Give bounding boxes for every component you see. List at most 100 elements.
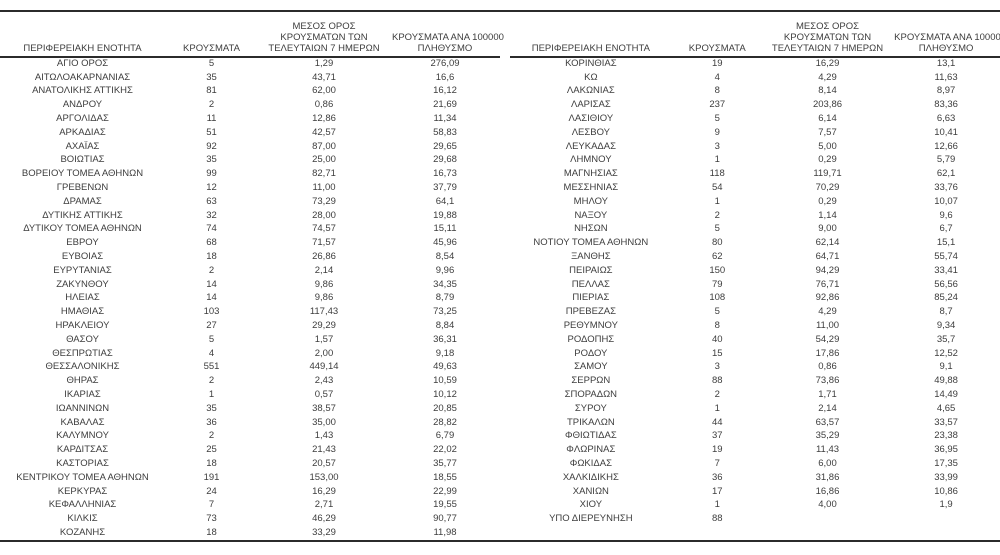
- region-name-cell: ΠΡΕΒΕΖΑΣ: [565, 306, 616, 318]
- column-header-label: ΠΕΡΙΦΕΡΕΙΑΚΗ ΕΝΟΤΗΤΑ: [23, 43, 142, 54]
- region-name-cell: ΑΝΔΡΟΥ: [62, 99, 103, 111]
- region-name-cell: ΚΑΛΥΜΝΟΥ: [56, 430, 109, 442]
- cases-cell: 1: [714, 195, 720, 207]
- right-table-header: ΠΕΡΙΦΕΡΕΙΑΚΗ ΕΝΟΤΗΤΑ ΚΡΟΥΣΜΑΤΑ ΜΕΣΟΣ ΟΡΟ…: [510, 12, 1000, 58]
- column-header-label: ΠΕΡΙΦΕΡΕΙΑΚΗ ΕΝΟΤΗΤΑ: [531, 43, 650, 54]
- avg-7days-cell: 74,57: [312, 223, 336, 235]
- region-name-cell: ΣΕΡΡΩΝ: [571, 375, 611, 387]
- avg-7days-cell: 1,29: [314, 58, 334, 70]
- column-header-label: ΜΕΣΟΣ ΟΡΟΣ: [795, 21, 859, 32]
- avg-7days-cell: 2,14: [818, 402, 837, 414]
- table-row: ΛΕΣΒΟΥ 9 7,57 10,41: [510, 126, 1000, 140]
- per-100k-cell: 16,12: [433, 85, 457, 97]
- region-name-cell: ΑΓΙΟ ΟΡΟΣ: [56, 58, 109, 70]
- table-row: ΥΠΟ ΔΙΕΡΕΥΝΗΣΗ 88: [510, 512, 1000, 526]
- region-name-cell: ΔΥΤΙΚΗΣ ΑΤΤΙΚΗΣ: [42, 209, 123, 221]
- avg-7days-cell: 449,14: [309, 361, 339, 373]
- region-name-cell: ΛΗΜΝΟΥ: [570, 154, 612, 166]
- per-100k-cell: 9,18: [435, 347, 455, 359]
- table-row: ΧΙΟΥ 1 4,00 1,9: [510, 499, 1000, 513]
- cases-cell: 4: [208, 347, 215, 359]
- cases-cell: 8: [714, 85, 720, 97]
- column-header-regional-unit: ΠΕΡΙΦΕΡΕΙΑΚΗ ΕΝΟΤΗΤΑ: [0, 12, 165, 58]
- table-row: ΡΟΔΟΠΗΣ 40 54,29 35,7: [510, 333, 1000, 347]
- cases-cell: 14: [206, 292, 217, 304]
- avg-7days-cell: 26,86: [312, 251, 336, 263]
- cases-cell: 37: [711, 430, 723, 442]
- cases-cell: 150: [709, 264, 726, 276]
- avg-7days-cell: 62,14: [815, 237, 840, 249]
- avg-7days-cell: 4,00: [818, 499, 837, 511]
- avg-7days-cell: 35,00: [312, 416, 336, 428]
- region-name-cell: ΚΕΦΑΛΛΗΝΙΑΣ: [48, 499, 117, 511]
- cases-cell: 80: [711, 237, 723, 249]
- cases-cell: 36: [711, 471, 723, 483]
- cases-cell: 79: [711, 278, 723, 290]
- per-100k-cell: 8,97: [936, 85, 956, 97]
- avg-7days-cell: 119,71: [813, 168, 842, 180]
- per-100k-cell: 276,09: [430, 58, 460, 70]
- table-row: ΖΑΚΥΝΘΟΥ 14 9,86 34,35: [0, 278, 500, 292]
- table-row: ΗΡΑΚΛΕΙΟΥ 27 29,29 8,84: [0, 319, 500, 333]
- cases-cell: 108: [709, 292, 726, 304]
- region-name-cell: ΠΙΕΡΙΑΣ: [572, 292, 610, 304]
- cases-cell: 7: [714, 458, 720, 469]
- region-name-cell: ΚΑΒΑΛΑΣ: [60, 416, 105, 428]
- avg-7days-cell: 16,29: [312, 485, 336, 497]
- region-name-cell: ΔΡΑΜΑΣ: [63, 195, 102, 207]
- column-header-label: ΠΛΗΘΥΣΜΟ: [417, 43, 473, 54]
- cases-cell: 2: [714, 389, 720, 401]
- avg-7days-cell: [763, 512, 892, 526]
- avg-7days-cell: 82,71: [312, 168, 336, 180]
- column-header-label: ΚΡΟΥΣΜΑΤΩΝ ΤΩΝ: [280, 32, 368, 43]
- table-row: ΛΑΡΙΣΑΣ 237 203,86 83,36: [510, 98, 1000, 112]
- table-row: ΠΙΕΡΙΑΣ 108 92,86 85,24: [510, 292, 1000, 306]
- region-name-cell: ΦΩΚΙΔΑΣ: [569, 458, 612, 469]
- per-100k-cell: 55,74: [934, 251, 958, 263]
- region-name-cell: ΖΑΚΥΝΘΟΥ: [56, 278, 109, 290]
- cases-cell: 2: [208, 264, 215, 276]
- column-header-cases: ΚΡΟΥΣΜΑΤΑ: [671, 12, 763, 58]
- region-name-cell: ΗΛΕΙΑΣ: [65, 292, 100, 304]
- cases-cell: 27: [206, 320, 217, 332]
- avg-7days-cell: 28,00: [312, 209, 336, 221]
- table-row: ΡΟΔΟΥ 15 17,86 12,52: [510, 347, 1000, 361]
- region-name-cell: ΚΑΣΤΟΡΙΑΣ: [56, 458, 109, 469]
- table-row: ΣΑΜΟΥ 3 0,86 9,1: [510, 361, 1000, 375]
- cases-cell: 2: [208, 99, 215, 111]
- table-row: ΑΝΔΡΟΥ 2 0,86 21,69: [0, 98, 500, 112]
- column-header-label: ΤΕΛΕΥΤΑΙΩΝ 7 ΗΜΕΡΩΝ: [268, 43, 380, 54]
- cases-cell: 551: [203, 361, 220, 373]
- per-100k-cell: 19,88: [433, 209, 457, 221]
- avg-7days-cell: 4,29: [818, 71, 837, 83]
- header-row: ΠΕΡΙΦΕΡΕΙΑΚΗ ΕΝΟΤΗΤΑ ΚΡΟΥΣΜΑΤΑ ΜΕΣΟΣ ΟΡΟ…: [510, 12, 1000, 58]
- table-row: ΣΥΡΟΥ 1 2,14 4,65: [510, 402, 1000, 416]
- table-row: ΛΕΥΚΑΔΑΣ 3 5,00 12,66: [510, 140, 1000, 154]
- avg-7days-cell: 11,43: [815, 444, 840, 456]
- region-name-cell: ΥΠΟ ΔΙΕΡΕΥΝΗΣΗ: [549, 513, 633, 525]
- per-100k-cell: 33,57: [934, 416, 958, 428]
- avg-7days-cell: 38,57: [312, 402, 336, 414]
- cases-cell: 3: [714, 140, 720, 152]
- region-name-cell: ΘΕΣΣΑΛΟΝΙΚΗΣ: [45, 361, 120, 373]
- region-name-cell: ΘΕΣΠΡΩΤΙΑΣ: [52, 347, 113, 359]
- avg-7days-cell: 20,57: [312, 458, 336, 469]
- per-100k-cell: 11,98: [433, 526, 457, 538]
- table-row: ΜΑΓΝΗΣΙΑΣ 118 119,71 62,1: [510, 167, 1000, 181]
- table-row: ΗΜΑΘΙΑΣ 103 117,43 73,25: [0, 305, 500, 319]
- avg-7days-cell: 0,29: [818, 154, 837, 166]
- per-100k-cell: 8,54: [435, 251, 455, 263]
- avg-7days-cell: 6,14: [818, 113, 837, 125]
- cases-cell: 4: [714, 71, 720, 83]
- table-row: ΑΡΚΑΔΙΑΣ 51 42,57 58,83: [0, 126, 500, 140]
- region-name-cell: ΑΧΑΪΑΣ: [65, 140, 100, 152]
- table-row: ΦΩΚΙΔΑΣ 7 6,00 17,35: [510, 457, 1000, 471]
- per-100k-cell: 23,38: [934, 430, 958, 442]
- per-100k-cell: 6,79: [435, 430, 455, 442]
- per-100k-cell: 85,24: [934, 292, 958, 304]
- table-row: ΣΠΟΡΑΔΩΝ 2 1,71 14,49: [510, 388, 1000, 402]
- region-name-cell: ΜΗΛΟΥ: [573, 195, 609, 207]
- cases-cell: 12: [206, 182, 217, 194]
- table-row: ΑΡΓΟΛΙΔΑΣ 11 12,86 11,34: [0, 112, 500, 126]
- region-name-cell: ΗΡΑΚΛΕΙΟΥ: [55, 320, 110, 332]
